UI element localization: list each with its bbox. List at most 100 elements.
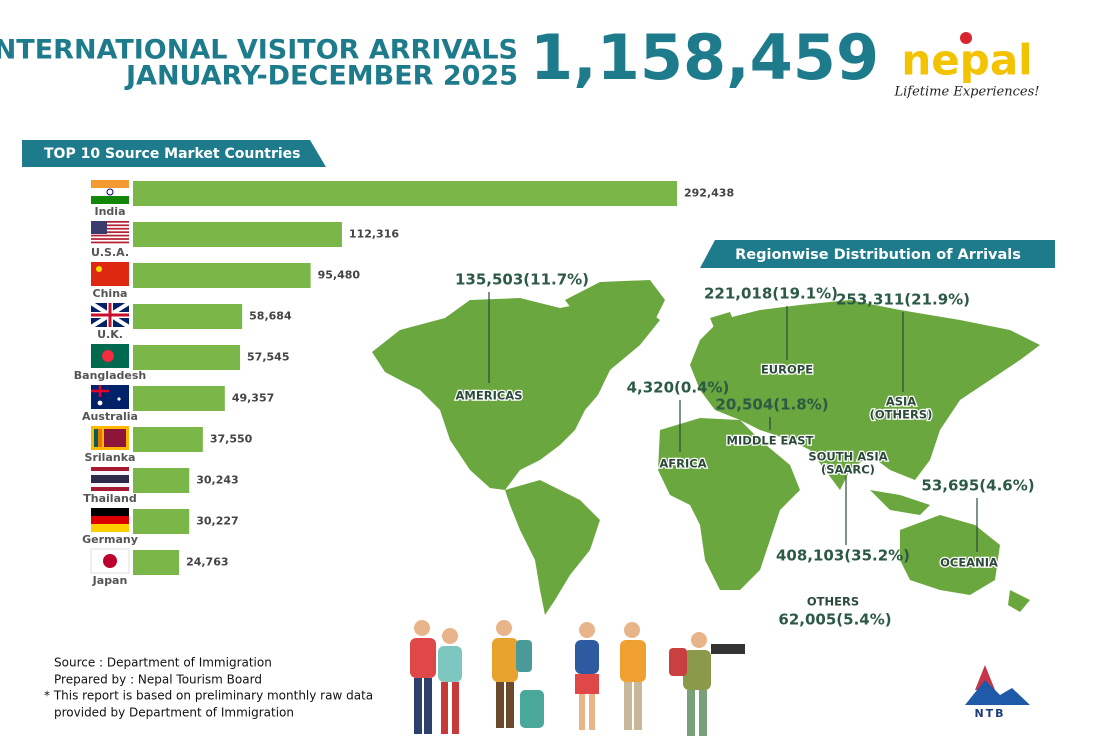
value-label: 57,545 bbox=[247, 351, 289, 364]
travelers-illustration bbox=[410, 620, 745, 736]
flag-part bbox=[91, 385, 129, 409]
flag bbox=[90, 548, 130, 574]
value-label: 292,438 bbox=[684, 187, 734, 200]
bar bbox=[133, 550, 180, 575]
world-map bbox=[372, 280, 1040, 615]
flag bbox=[91, 426, 129, 450]
region-name: SOUTH ASIA bbox=[808, 450, 887, 464]
note: provided by Department of Immigration bbox=[54, 706, 294, 720]
flag-part bbox=[104, 429, 126, 447]
flag bbox=[91, 221, 129, 244]
bar bbox=[133, 304, 243, 329]
country-label: Japan bbox=[92, 574, 128, 587]
region-name: ASIA bbox=[886, 395, 916, 409]
region-name: AMERICAS bbox=[456, 389, 523, 403]
value-label: 49,357 bbox=[232, 392, 274, 405]
flag-part bbox=[103, 554, 117, 568]
flag bbox=[91, 508, 129, 532]
logo-tagline: Lifetime Experiences! bbox=[894, 85, 1040, 100]
flag-part bbox=[91, 516, 129, 524]
note: Source : Department of Immigration bbox=[54, 656, 272, 670]
flag-part bbox=[91, 180, 129, 188]
logo-brand: nepal bbox=[901, 36, 1032, 85]
region-value: 53,695(4.6%) bbox=[921, 477, 1034, 495]
country-label: Bangladesh bbox=[74, 369, 146, 382]
country-label: Thailand bbox=[83, 492, 136, 505]
country-label: Australia bbox=[82, 410, 138, 423]
flag-part bbox=[91, 234, 129, 237]
country-label: Germany bbox=[82, 533, 138, 546]
region-name: MIDDLE EAST bbox=[727, 434, 814, 448]
flag-part bbox=[91, 262, 129, 286]
flag bbox=[91, 180, 129, 204]
flag bbox=[91, 385, 129, 409]
region-value: 20,504(1.8%) bbox=[715, 396, 828, 414]
region-value: 408,103(35.2%) bbox=[776, 547, 910, 565]
region-name: (SAARC) bbox=[821, 463, 875, 477]
region-value: 4,320(0.4%) bbox=[627, 379, 730, 397]
flag-part bbox=[106, 188, 114, 196]
value-label: 58,684 bbox=[249, 310, 292, 323]
flag-part bbox=[91, 471, 129, 475]
region-banner bbox=[700, 240, 1055, 268]
country-label: Srilanka bbox=[85, 451, 136, 464]
flag-part bbox=[91, 487, 129, 491]
bar bbox=[133, 468, 190, 493]
flag-part bbox=[91, 508, 129, 516]
flag-part bbox=[102, 350, 114, 362]
flag-part bbox=[91, 241, 129, 244]
flag-part bbox=[91, 188, 129, 196]
region-name: OTHERS bbox=[807, 595, 859, 609]
flag-part bbox=[94, 429, 98, 447]
flag-part bbox=[91, 475, 129, 483]
region-title: Regionwise Distribution of Arrivals bbox=[735, 247, 1021, 263]
bar-banner bbox=[22, 140, 326, 167]
bar bbox=[133, 345, 241, 370]
flag-part bbox=[91, 196, 129, 204]
suitcase bbox=[520, 690, 544, 728]
value-label: 112,316 bbox=[349, 228, 399, 241]
total-arrivals: 1,158,459 bbox=[530, 21, 879, 94]
bar bbox=[133, 509, 190, 534]
flag bbox=[91, 467, 129, 491]
bar bbox=[133, 263, 311, 288]
flag-part bbox=[91, 224, 129, 227]
note: * This report is based on preliminary mo… bbox=[44, 689, 373, 703]
bar bbox=[133, 181, 677, 206]
flag bbox=[91, 344, 129, 368]
bar bbox=[133, 427, 203, 452]
region-value: 253,311(21.9%) bbox=[836, 291, 970, 309]
title-line2: JANUARY-DECEMBER 2025 bbox=[124, 61, 518, 92]
region-name: EUROPE bbox=[761, 363, 813, 377]
bar bbox=[133, 386, 225, 411]
region-name: OCEANIA bbox=[940, 556, 998, 570]
note: Prepared by : Nepal Tourism Board bbox=[54, 673, 262, 687]
flag-part bbox=[91, 483, 129, 487]
flag-part bbox=[91, 385, 109, 397]
board-name: NTB bbox=[974, 707, 1005, 720]
region-value: 62,005(5.4%) bbox=[778, 611, 891, 629]
flag bbox=[89, 301, 131, 329]
value-label: 95,480 bbox=[318, 269, 361, 282]
country-label: China bbox=[93, 287, 128, 300]
value-label: 24,763 bbox=[186, 556, 228, 569]
flag-part bbox=[91, 467, 129, 471]
flag-part bbox=[96, 266, 102, 272]
value-label: 30,227 bbox=[196, 515, 238, 528]
flag-part bbox=[97, 400, 103, 406]
region-value: 221,018(19.1%) bbox=[704, 285, 838, 303]
title-line1: INTERNATIONAL VISITOR ARRIVALS bbox=[0, 35, 518, 66]
ntb-logo: NTB bbox=[965, 665, 1030, 720]
flag-part bbox=[91, 524, 129, 532]
bar bbox=[133, 222, 342, 247]
flag-part bbox=[117, 397, 121, 401]
flag-part bbox=[91, 231, 129, 234]
chart-title: TOP 10 Source Market Countries bbox=[44, 146, 301, 162]
region-name: AFRICA bbox=[659, 457, 706, 471]
value-label: 37,550 bbox=[210, 433, 253, 446]
country-label: India bbox=[95, 205, 126, 218]
flag-part bbox=[91, 221, 107, 234]
flag-part bbox=[91, 227, 129, 230]
region-name: (OTHERS) bbox=[870, 408, 933, 422]
